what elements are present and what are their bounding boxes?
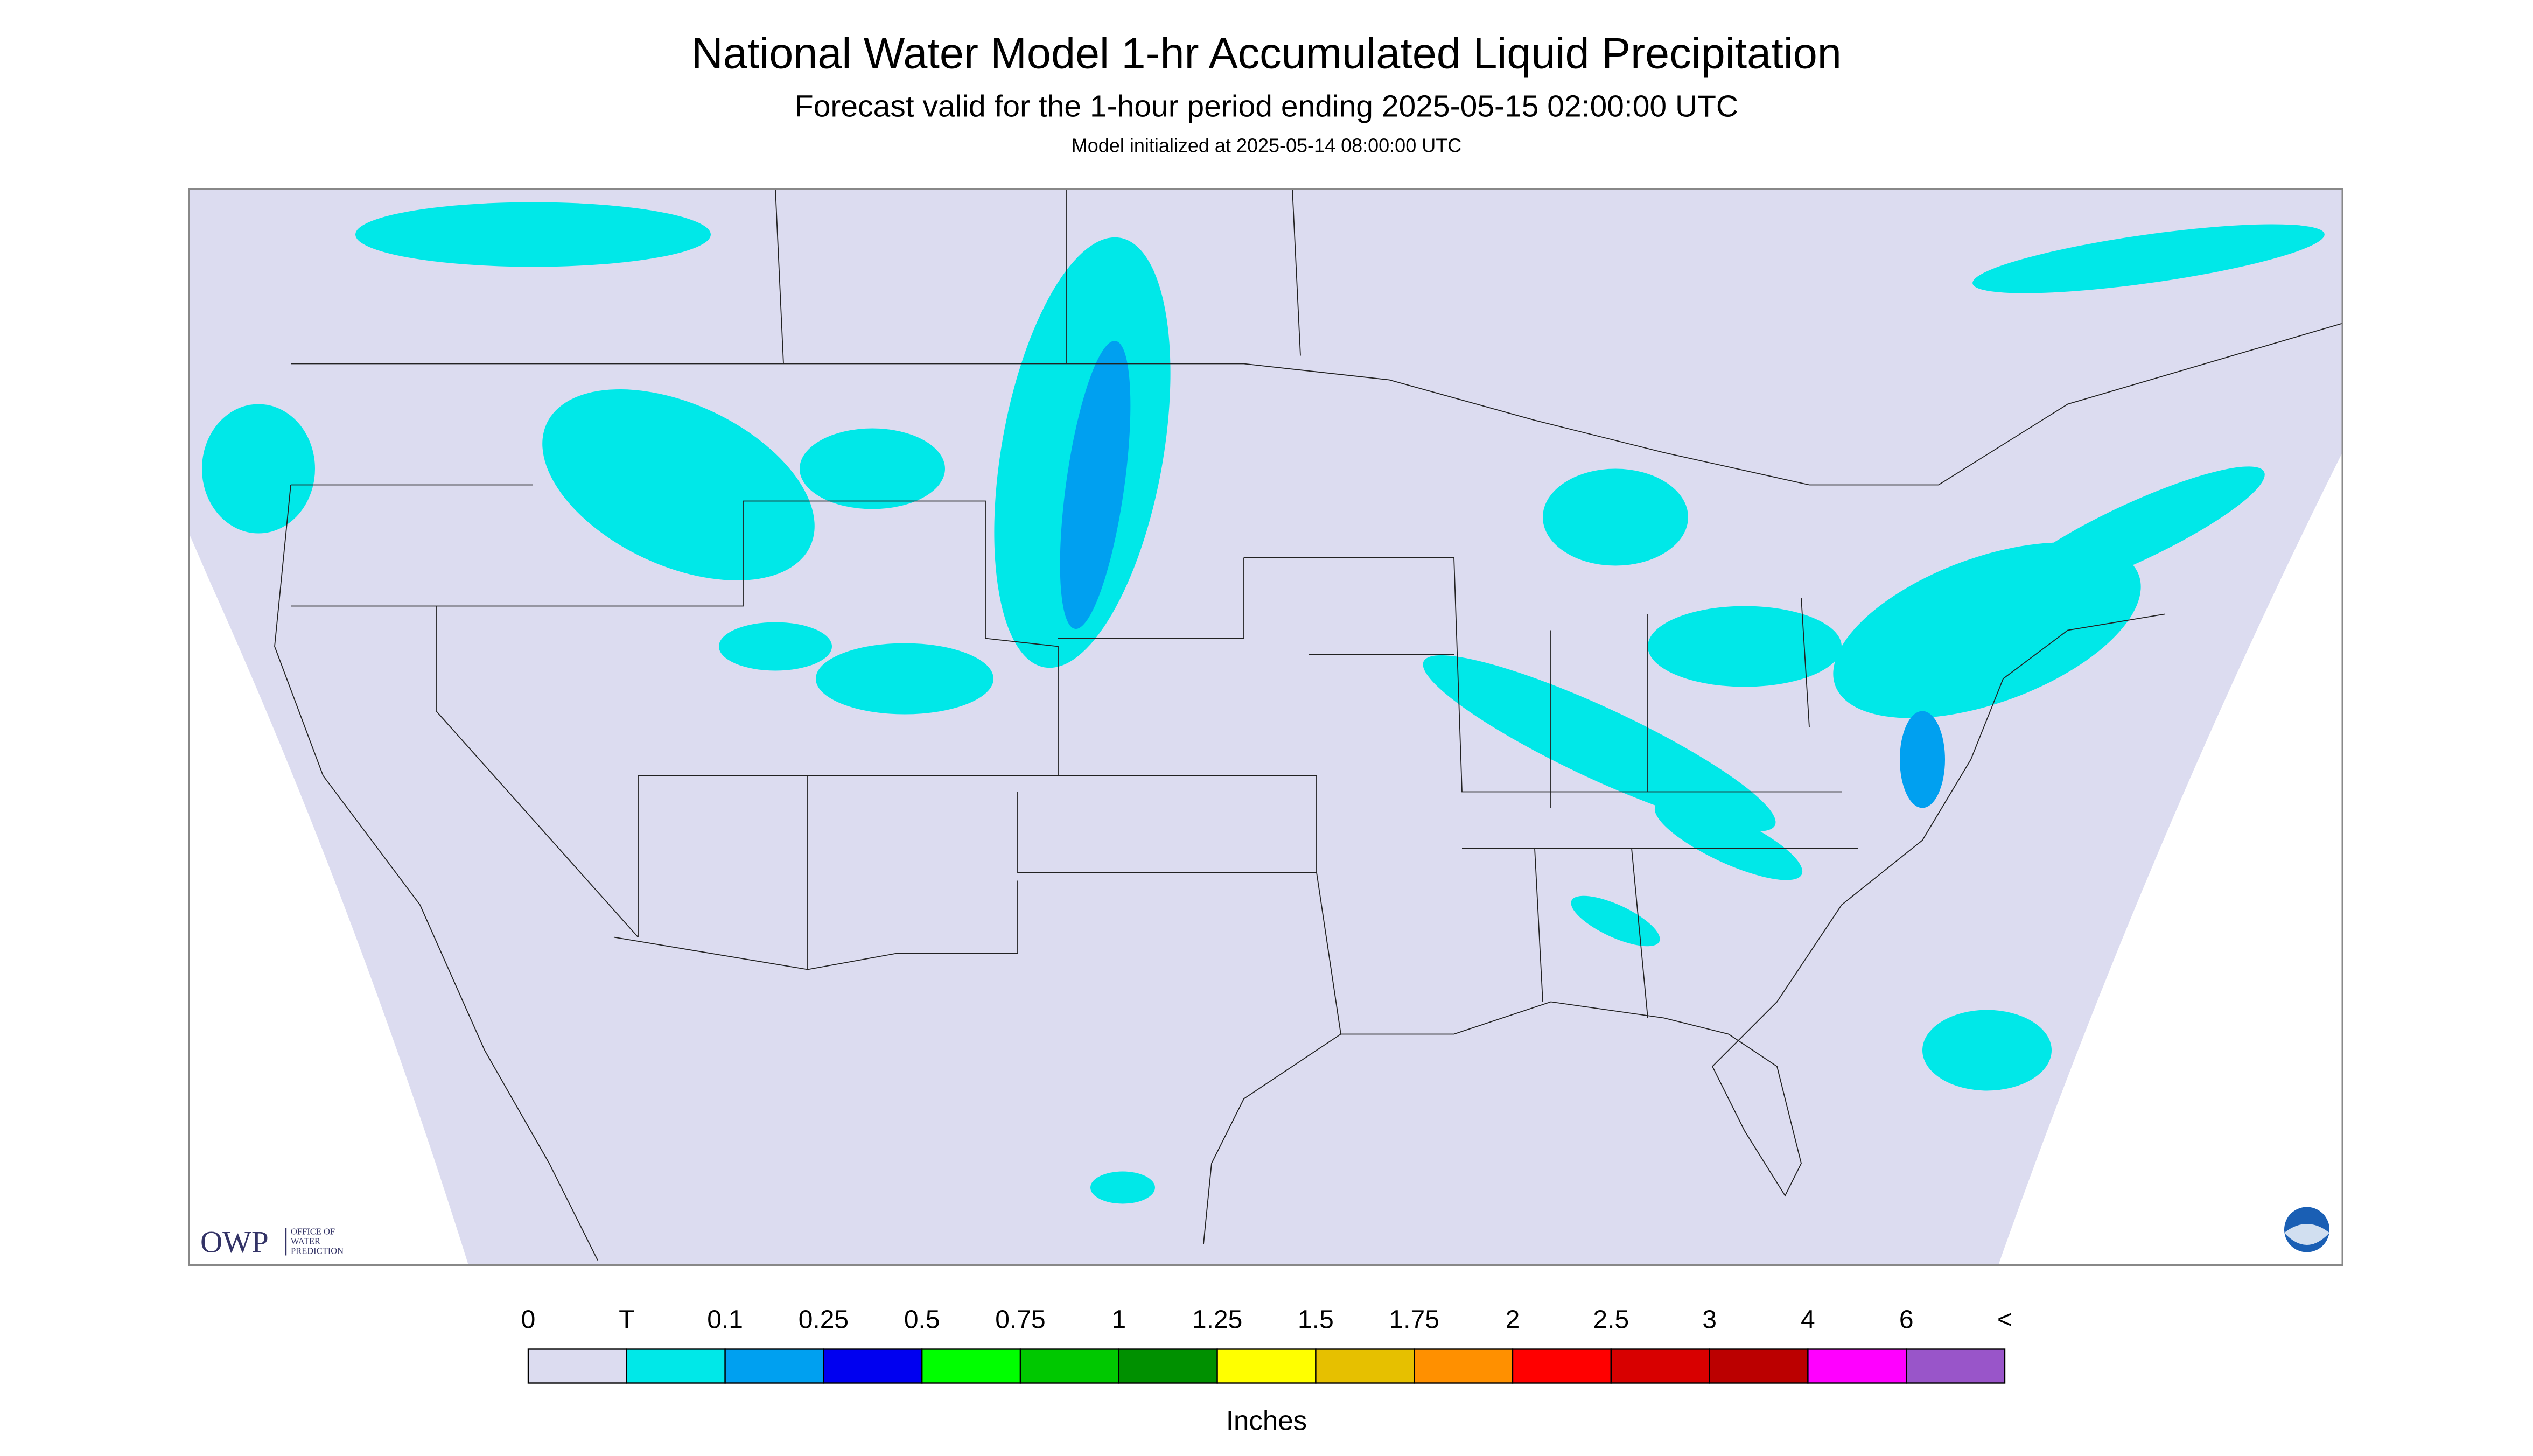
legend-swatch: [1512, 1348, 1612, 1384]
noaa-logo-wave: [2284, 1224, 2329, 1245]
legend-swatch: [921, 1348, 1021, 1384]
precip-area: [1543, 468, 1688, 566]
legend-label: T: [619, 1306, 634, 1334]
legend-unit: Inches: [1226, 1405, 1307, 1436]
legend-label: 0.25: [799, 1306, 849, 1334]
border-line: [274, 485, 598, 1261]
legend-label: 0.1: [707, 1306, 743, 1334]
legend-label: <: [1997, 1306, 2012, 1334]
legend-label: 1: [1111, 1306, 1126, 1334]
precip-area: [816, 643, 993, 715]
precip-area: [355, 202, 711, 267]
legend-swatch: [1709, 1348, 1809, 1384]
legend-swatch: [1216, 1348, 1317, 1384]
legend-swatch: [1019, 1348, 1120, 1384]
precip-area: [1922, 1010, 2052, 1091]
precip-area: [1900, 711, 1945, 808]
map: OWP OFFICE OF WATER PREDICTION: [188, 188, 2343, 1266]
legend-label: 6: [1899, 1306, 1914, 1334]
legend-swatch: [1807, 1348, 1907, 1384]
precip-area: [1090, 1171, 1155, 1204]
precip-area: [1648, 606, 1842, 687]
border-line: [291, 484, 1454, 970]
logo-abbr: OWP: [200, 1226, 269, 1259]
legend-swatch: [1414, 1348, 1514, 1384]
legend-label: 4: [1801, 1306, 1815, 1334]
legend-swatch: [1118, 1348, 1218, 1384]
legend-label: 3: [1702, 1306, 1717, 1334]
precip-area: [1060, 341, 1131, 629]
legend-swatch: [823, 1348, 923, 1384]
legend-label: 0: [521, 1306, 536, 1334]
legend-label: 2.5: [1593, 1306, 1629, 1334]
legend-label: 0.75: [995, 1306, 1045, 1334]
border-line: [1453, 557, 1858, 1018]
precip-area: [1972, 224, 2325, 293]
precip-areas: [202, 202, 2325, 1204]
borders: [274, 189, 2343, 1261]
border-line: [1341, 613, 2165, 1197]
precip-area: [1571, 895, 1660, 947]
logo-line: PREDICTION: [291, 1246, 344, 1256]
legend: Inches 0 T 0.1 0.25 0.5 0.75 1 1.25 1.5 1.75 2 2.5 3…: [521, 1306, 2012, 1436]
precip-area: [719, 622, 832, 671]
legend-swatch: [527, 1348, 628, 1384]
legend-label: 1.5: [1298, 1306, 1334, 1334]
legend-label: 2: [1506, 1306, 1520, 1334]
precip-area: [2000, 466, 2265, 600]
legend-label: 1.25: [1192, 1306, 1242, 1334]
precip-area: [1654, 800, 1803, 880]
border-line: [436, 189, 1341, 1244]
legend-swatch: [626, 1348, 726, 1384]
legend-swatch: [1315, 1348, 1415, 1384]
legend-swatch: [1610, 1348, 1710, 1384]
legend-swatch: [724, 1348, 824, 1384]
logo-line: OFFICE OF: [291, 1227, 335, 1237]
map-domain: [189, 189, 2342, 1265]
precip-area: [202, 404, 315, 534]
precip-area: [542, 389, 815, 580]
legend-swatch: [1905, 1348, 2006, 1384]
precip-area: [800, 428, 945, 509]
border-line: [291, 323, 2343, 486]
init-note: Model initialized at 2025-05-14 08:00:00…: [1072, 135, 1461, 157]
logo-line: WATER: [291, 1236, 320, 1247]
legend-label: 1.75: [1389, 1306, 1439, 1334]
map-border: [188, 188, 2343, 1266]
precip-area: [1423, 655, 1776, 831]
title: National Water Model 1-hr Accumulated Li…: [691, 30, 1842, 78]
subtitle: Forecast valid for the 1-hour period end…: [795, 89, 1738, 124]
legend-label: 0.5: [904, 1306, 940, 1334]
